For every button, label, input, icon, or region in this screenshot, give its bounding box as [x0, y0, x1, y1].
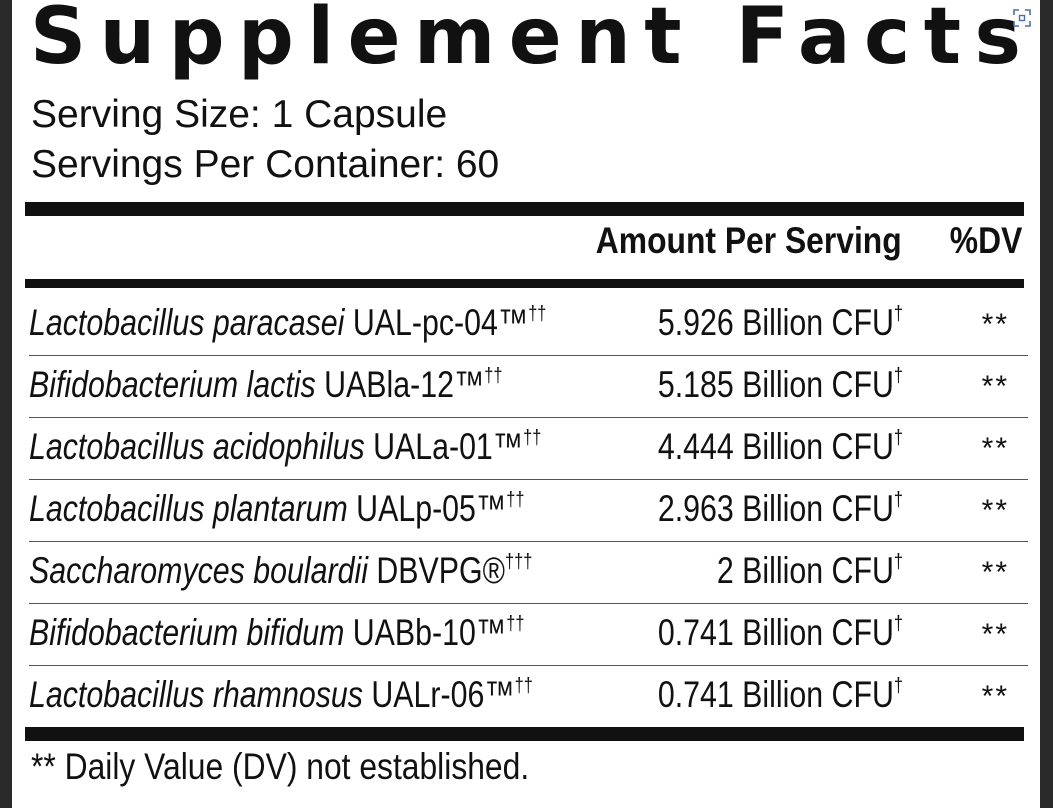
- divider-thick-top: [25, 202, 1024, 216]
- ingredient-name: Lactobacillus paracasei UAL-pc-04™††: [29, 302, 547, 343]
- ingredient-amount: 5.926 Billion CFU†: [657, 302, 903, 343]
- ingredient-amount: 4.444 Billion CFU†: [657, 426, 903, 467]
- expand-icon[interactable]: [1013, 9, 1031, 27]
- dv-header: %DV: [949, 220, 1022, 261]
- footnote: ** Daily Value (DV) not established.: [31, 746, 530, 787]
- ingredient-dv: **: [981, 370, 1009, 403]
- serving-size: Serving Size: 1 Capsule: [31, 93, 448, 136]
- ingredient-dv: **: [981, 556, 1009, 589]
- ingredient-name: Bifidobacterium bifidum UABb-10™††: [29, 612, 525, 653]
- ingredient-name: Lactobacillus plantarum UALp-05™††: [29, 488, 525, 529]
- divider-thick-bottom: [25, 727, 1024, 741]
- table-row: Lactobacillus paracasei UAL-pc-04™†† 5.9…: [29, 294, 1028, 356]
- ingredient-name: Lactobacillus acidophilus UALa-01™††: [29, 426, 542, 467]
- table-row: Bifidobacterium bifidum UABb-10™†† 0.741…: [29, 604, 1028, 666]
- ingredient-dv: **: [981, 494, 1009, 527]
- panel-title: Supplement Facts: [30, 0, 1035, 82]
- ingredient-amount: 5.185 Billion CFU†: [657, 364, 903, 405]
- ingredient-name: Lactobacillus rhamnosus UALr-06™††: [29, 674, 533, 715]
- ingredient-amount: 0.741 Billion CFU†: [657, 674, 903, 715]
- divider-header: [25, 279, 1024, 288]
- table-row: Lactobacillus plantarum UALp-05™†† 2.963…: [29, 480, 1028, 542]
- table-row: Lactobacillus rhamnosus UALr-06™†† 0.741…: [29, 666, 1028, 728]
- table-row: Bifidobacterium lactis UABla-12™†† 5.185…: [29, 356, 1028, 418]
- servings-per-container: Servings Per Container: 60: [31, 143, 500, 186]
- amount-per-serving-header: Amount Per Serving: [596, 220, 902, 261]
- ingredient-dv: **: [981, 618, 1009, 651]
- background-edge-right: [1040, 0, 1053, 808]
- ingredient-dv: **: [981, 308, 1009, 341]
- supplement-facts-panel: Supplement Facts Serving Size: 1 Capsule…: [12, 0, 1040, 808]
- table-row: Lactobacillus acidophilus UALa-01™†† 4.4…: [29, 418, 1028, 480]
- ingredient-dv: **: [981, 680, 1009, 713]
- ingredient-name: Saccharomyces boulardii DBVPG®†††: [29, 550, 533, 591]
- ingredient-amount: 2.963 Billion CFU†: [657, 488, 903, 529]
- table-row: Saccharomyces boulardii DBVPG®††† 2 Bill…: [29, 542, 1028, 604]
- background-edge-left: [0, 0, 12, 808]
- ingredient-dv: **: [981, 432, 1009, 465]
- ingredient-amount: 0.741 Billion CFU†: [657, 612, 903, 653]
- ingredient-name: Bifidobacterium lactis UABla-12™††: [29, 364, 503, 405]
- ingredient-amount: 2 Billion CFU†: [716, 550, 903, 591]
